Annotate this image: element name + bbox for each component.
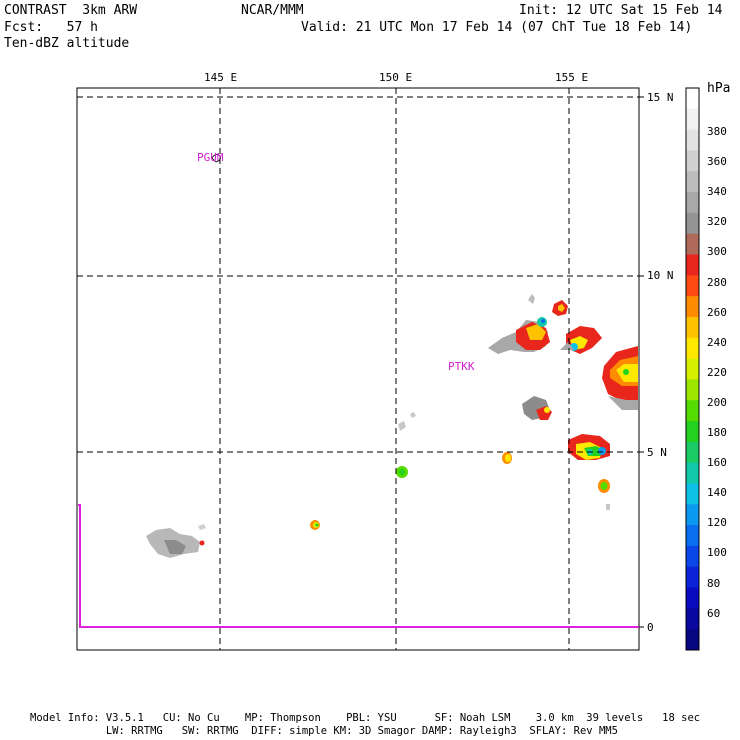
lon-label-155: 155 E	[555, 71, 589, 84]
lon-label-145: 145 E	[204, 71, 238, 84]
lat-label-15n: 15 N	[647, 91, 674, 104]
valid-time: Valid: 21 UTC Mon 17 Feb 14 (07 ChT Tue …	[301, 20, 693, 35]
colorbar-unit: hPa	[707, 81, 731, 96]
colorbar-label: 340	[707, 185, 727, 199]
colorbar-swatch	[686, 254, 699, 276]
colorbar-swatch	[686, 88, 699, 110]
colorbar-swatch	[686, 608, 699, 630]
model-info-line1: Model Info: V3.5.1 CU: No Cu MP: Thompso…	[30, 712, 701, 724]
colorbar-label: 360	[707, 155, 727, 169]
colorbar-swatch	[686, 316, 699, 339]
map-frame	[76, 87, 640, 651]
model-info-line2: LW: RRTMG SW: RRTMG DIFF: simple KM: 3D …	[30, 725, 618, 737]
colorbar-swatch	[686, 483, 699, 505]
station-ptkk: PTKK	[448, 360, 475, 373]
colorbar-label: 200	[707, 395, 727, 409]
colorbar-swatch	[686, 171, 699, 193]
init-time: Init: 12 UTC Sat 15 Feb 14	[519, 3, 723, 18]
colorbar-label: 180	[707, 426, 727, 439]
colorbar-label: 380	[707, 125, 727, 138]
colorbar-label: 240	[707, 335, 727, 349]
colorbar-swatch	[686, 400, 699, 422]
colorbar-swatch	[686, 296, 699, 318]
colorbar-frame	[685, 87, 700, 651]
colorbar-swatch	[686, 212, 699, 235]
colorbar-swatch	[686, 192, 699, 214]
colorbar-label: 260	[707, 305, 727, 319]
lat-label-5n: 5 N	[647, 446, 667, 459]
colorbar-swatch	[686, 150, 699, 172]
colorbar-swatch	[686, 108, 699, 131]
domain-boundary	[78, 504, 639, 628]
colorbar-label: 80	[707, 576, 721, 590]
colorbar-swatch	[686, 275, 699, 297]
lat-label-0: 0	[647, 621, 654, 634]
colorbar-swatch	[686, 129, 699, 151]
colorbar-label: 120	[707, 516, 727, 530]
colorbar-swatch	[686, 358, 699, 380]
field-name: Ten-dBZ altitude	[4, 36, 130, 51]
center-name: NCAR/MMM	[241, 3, 304, 18]
colorbar-swatch	[686, 337, 699, 360]
lon-label-150: 150 E	[379, 71, 413, 84]
colorbar-label: 160	[707, 456, 727, 470]
colorbar-swatch	[686, 629, 699, 651]
colorbar-swatch	[686, 545, 699, 568]
colorbar-label: 300	[707, 245, 727, 259]
station-pgum: PGUM	[197, 151, 224, 164]
colorbar-swatch	[686, 233, 699, 256]
lat-label-10n: 10 N	[647, 269, 674, 282]
colorbar-swatch	[686, 379, 699, 401]
colorbar-swatch	[686, 566, 699, 589]
forecast-hour: Fcst: 57 h	[4, 20, 98, 35]
colorbar-label: 220	[707, 365, 727, 379]
colorbar-swatch	[686, 421, 699, 443]
colorbar-label: 320	[707, 215, 727, 229]
colorbar-label: 100	[707, 546, 727, 560]
colorbar-swatch	[686, 504, 699, 526]
colorbar-label: 140	[707, 486, 727, 500]
model-title: CONTRAST 3km ARW	[4, 3, 138, 18]
colorbar-swatch	[686, 587, 699, 609]
echo-regions	[146, 154, 638, 558]
colorbar-label: 60	[707, 606, 721, 620]
colorbar-swatch	[686, 441, 699, 464]
colorbar-swatch	[686, 462, 699, 484]
colorbar-label: 280	[707, 275, 727, 289]
colorbar-swatch	[686, 525, 699, 547]
